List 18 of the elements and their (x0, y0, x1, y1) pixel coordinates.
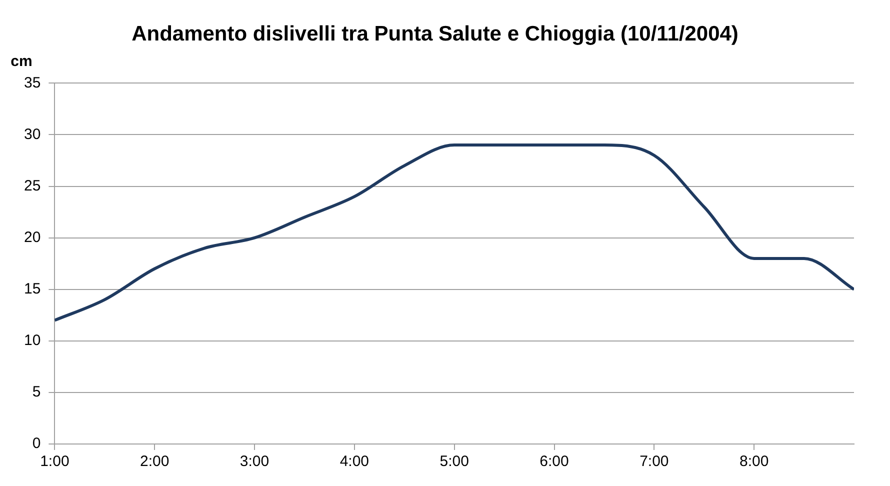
y-tick-label: 35 (24, 74, 41, 92)
y-tick-label: 15 (24, 280, 41, 298)
x-tick-label: 5:00 (440, 453, 469, 470)
y-tick-label: 25 (24, 177, 41, 194)
y-tick-label: 0 (32, 435, 41, 452)
x-tick-label: 8:00 (739, 453, 769, 470)
y-tick-label: 20 (24, 228, 41, 246)
y-tick-label: 30 (24, 126, 41, 143)
x-tick-label: 4:00 (340, 453, 370, 470)
y-axis-title: cm (10, 52, 32, 70)
x-tick-label: 6:00 (540, 453, 569, 470)
x-tick-label: 3:00 (240, 453, 270, 470)
x-tick-label: 2:00 (140, 453, 170, 470)
x-tick-label: 7:00 (640, 453, 669, 470)
y-tick-label: 10 (24, 332, 41, 350)
chart-title: Andamento dislivelli tra Punta Salute e Chioggia (10/11/2004) (132, 22, 738, 46)
y-tick-label: 5 (32, 384, 41, 401)
x-tick-label: 1:00 (40, 453, 70, 470)
